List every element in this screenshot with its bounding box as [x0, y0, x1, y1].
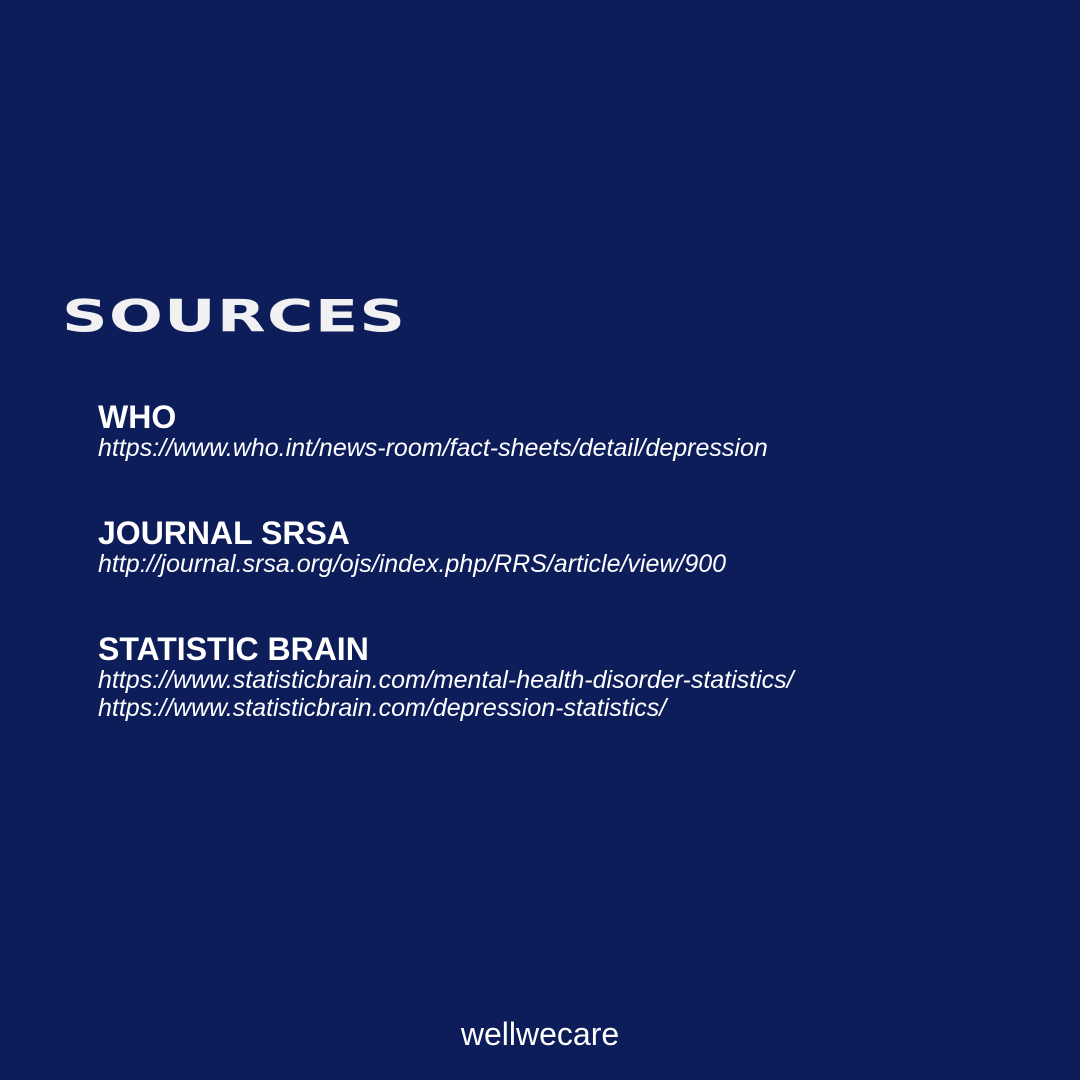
brand-name: wellwecare [460, 1016, 620, 1052]
sources-list: WHO https://www.who.int/news-room/fact-s… [98, 400, 1038, 776]
source-url[interactable]: https://www.statisticbrain.com/depressio… [98, 694, 667, 722]
source-url[interactable]: https://www.who.int/news-room/fact-sheet… [98, 434, 768, 462]
source-url[interactable]: http://journal.srsa.org/ojs/index.php/RR… [98, 550, 727, 578]
source-name: STATISTIC BRAIN [98, 631, 369, 667]
source-name: JOURNAL SRSA [98, 515, 350, 551]
source-name: WHO [98, 399, 177, 435]
source-item-journal-srsa: JOURNAL SRSA http://journal.srsa.org/ojs… [98, 516, 1038, 578]
source-url[interactable]: https://www.statisticbrain.com/mental-he… [98, 666, 794, 694]
source-item-statistic-brain: STATISTIC BRAIN https://www.statisticbra… [98, 632, 1038, 722]
page-title: SOURCES [62, 291, 407, 343]
source-item-who: WHO https://www.who.int/news-room/fact-s… [98, 400, 1038, 462]
